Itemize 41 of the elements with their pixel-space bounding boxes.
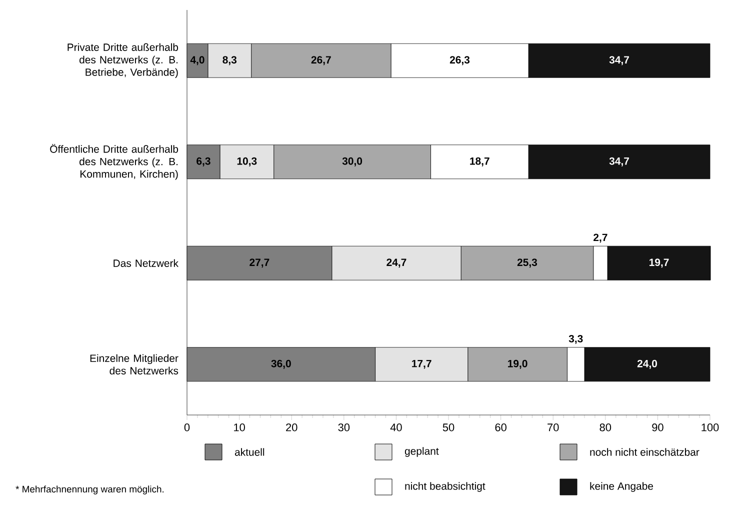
data-label: 4,0 bbox=[190, 56, 204, 66]
data-label: 24,7 bbox=[386, 258, 406, 268]
data-label: 2,7 bbox=[594, 234, 608, 243]
data-label: 34,7 bbox=[609, 56, 629, 66]
data-label: 10,3 bbox=[237, 157, 257, 166]
data-label: 25,3 bbox=[517, 258, 538, 268]
data-label: 26,3 bbox=[450, 56, 470, 66]
data-label: 34,7 bbox=[609, 157, 629, 166]
data-label: 6,3 bbox=[196, 157, 210, 166]
legend-label: keine Angabe bbox=[590, 482, 654, 492]
data-label: 26,7 bbox=[311, 56, 331, 66]
x-tick-label: 50 bbox=[442, 424, 454, 432]
x-tick-label: 60 bbox=[495, 424, 506, 432]
data-label: 24,0 bbox=[637, 360, 657, 369]
data-label: 18,7 bbox=[470, 157, 490, 166]
y-tick-label: Öffentliche Dritte außerhalb des Netzwerks (z. B. Kommunen, Kirchen) bbox=[50, 144, 178, 180]
x-tick-label: 0 bbox=[184, 424, 190, 432]
x-tick-label: 100 bbox=[702, 424, 719, 432]
legend-label: aktuell bbox=[234, 448, 264, 456]
data-label: 30,0 bbox=[342, 157, 362, 166]
legend-label: nicht beabsichtigt bbox=[405, 482, 486, 492]
y-tick-label: Private Dritte außerhalb des Netzwerks (z. B. Betriebe, Verbände) bbox=[68, 43, 178, 78]
y-tick-label: Einzelne Mitglieder des Netzwerks bbox=[90, 354, 178, 374]
x-tick-label: 20 bbox=[286, 424, 298, 432]
data-label: 36,0 bbox=[271, 360, 291, 369]
x-tick-label: 40 bbox=[390, 424, 402, 432]
x-tick-label: 70 bbox=[548, 424, 559, 432]
data-label: 3,3 bbox=[568, 335, 583, 344]
legend-label: noch nicht einschätzbar bbox=[590, 448, 700, 456]
x-tick-label: 90 bbox=[652, 424, 664, 432]
x-tick-label: 10 bbox=[234, 424, 245, 432]
legend-label: geplant bbox=[404, 447, 439, 457]
text: * Mehrfachnennung waren möglich. bbox=[16, 486, 164, 494]
data-label: 27,7 bbox=[250, 258, 270, 268]
data-label: 19,0 bbox=[508, 360, 528, 369]
x-tick-label: 80 bbox=[600, 424, 612, 432]
x-tick-label: 30 bbox=[338, 424, 350, 432]
data-label: 19,7 bbox=[649, 258, 669, 268]
data-label: 8,3 bbox=[222, 56, 237, 66]
data-label: 17,7 bbox=[412, 360, 432, 369]
y-tick-label: Das Netzwerk bbox=[114, 259, 178, 267]
